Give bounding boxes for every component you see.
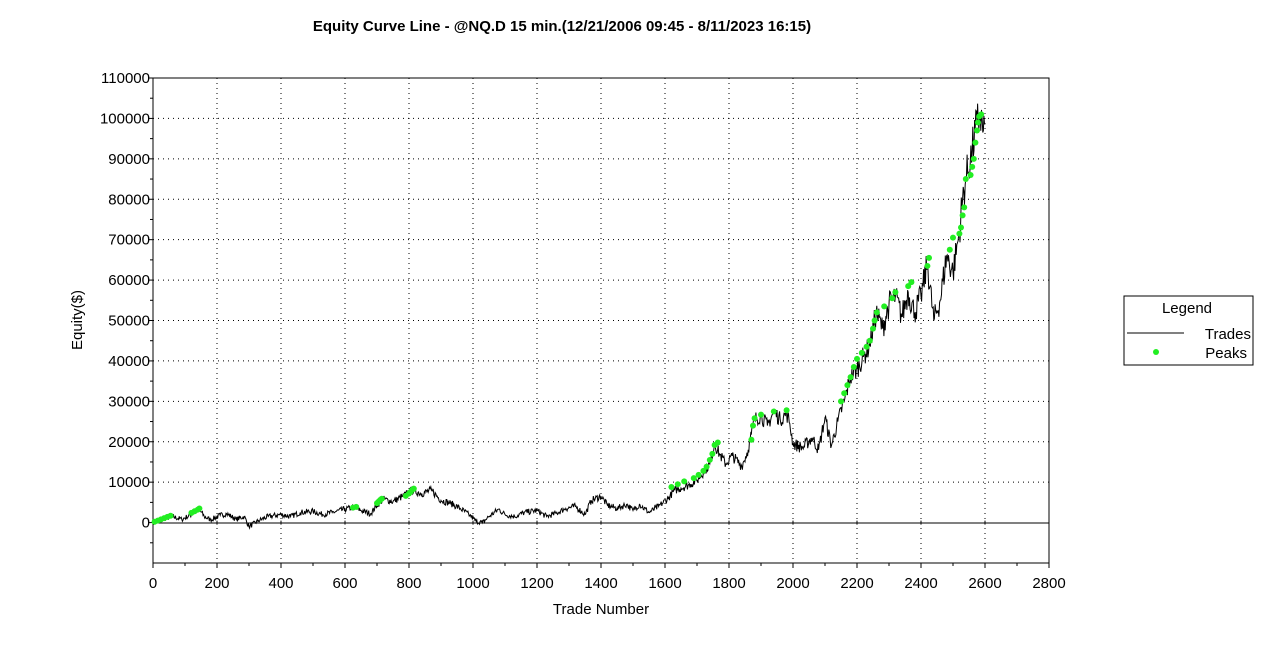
x-tick-label: 1600	[648, 575, 681, 592]
peak-point	[838, 398, 844, 405]
y-tick-label: 40000	[108, 353, 150, 370]
x-tick-label: 800	[396, 575, 421, 592]
peak-point	[353, 503, 360, 510]
peak-point	[956, 230, 963, 237]
x-axis-tick-labels: 0 200 400 600 800 1000 1200 1400 1600 1800 2000 220…	[149, 575, 1066, 592]
x-tick-label: 1000	[456, 575, 489, 592]
y-tick-label: 50000	[108, 313, 150, 330]
peak-point	[751, 415, 758, 422]
peak-point	[700, 467, 707, 474]
axis-ticks	[148, 77, 1050, 568]
peak-point	[844, 382, 851, 389]
peak-point	[709, 450, 716, 457]
peak-point	[946, 246, 953, 253]
y-tick-label: 70000	[108, 232, 150, 249]
x-tick-label: 2000	[776, 575, 809, 592]
peak-point	[958, 224, 964, 231]
y-axis-tick-labels: 0 10000 20000 30000 40000 50000 60000 70000 8000…	[100, 70, 150, 532]
peak-point	[167, 512, 174, 519]
y-tick-label: 30000	[108, 393, 150, 410]
peak-point	[750, 422, 756, 429]
peak-point	[674, 481, 681, 488]
trades-series-line	[152, 103, 986, 530]
legend-peaks-label: Peaks	[1205, 345, 1247, 362]
x-tick-label: 1200	[520, 575, 553, 592]
peak-point	[196, 505, 203, 512]
x-tick-label: 2800	[1032, 575, 1065, 592]
y-tick-label: 60000	[108, 272, 150, 289]
x-tick-label: 2200	[840, 575, 873, 592]
x-tick-label: 1400	[584, 575, 617, 592]
peak-point	[889, 295, 896, 302]
peak-point	[690, 475, 697, 482]
x-tick-label: 400	[268, 575, 293, 592]
x-tick-label: 2400	[904, 575, 937, 592]
y-tick-label: 90000	[108, 151, 150, 168]
peak-point	[841, 390, 848, 397]
peak-point	[950, 234, 956, 241]
y-tick-label: 80000	[108, 191, 150, 208]
x-tick-label: 600	[332, 575, 357, 592]
peaks-series-points	[151, 111, 985, 525]
y-tick-label: 0	[142, 515, 150, 532]
legend-trades-label: Trades	[1205, 326, 1251, 343]
peak-point	[974, 127, 980, 134]
peak-point	[962, 176, 969, 183]
peak-point	[908, 279, 915, 286]
peak-point	[959, 212, 966, 219]
peak-point	[870, 325, 876, 332]
x-tick-label: 200	[204, 575, 229, 592]
peak-point	[967, 172, 974, 178]
peak-point	[695, 471, 702, 478]
legend-peaks-swatch	[1153, 349, 1159, 355]
peak-point	[850, 363, 857, 370]
legend-box	[1123, 295, 1254, 366]
peak-point	[905, 283, 912, 290]
peak-point	[873, 309, 880, 316]
x-tick-label: 1800	[712, 575, 745, 592]
peak-point	[863, 343, 870, 350]
legend-title: Legend	[1162, 300, 1212, 317]
y-axis-label: Equity($)	[69, 290, 86, 350]
y-tick-label: 110000	[101, 70, 150, 87]
peak-point	[881, 303, 888, 310]
x-tick-label: 2600	[968, 575, 1001, 592]
y-tick-label: 100000	[100, 110, 150, 127]
peak-point	[978, 111, 985, 118]
peak-point	[969, 163, 976, 170]
peak-point	[974, 119, 981, 126]
chart-title: Equity Curve Line - @NQ.D 15 min.(12/21/…	[313, 18, 811, 35]
peak-point	[892, 289, 899, 296]
peak-point	[748, 436, 755, 443]
peak-point	[714, 439, 721, 446]
peak-point	[847, 374, 854, 381]
peak-point	[961, 204, 968, 211]
peak-point	[970, 155, 977, 162]
legend: Legend Trades Peaks	[1123, 295, 1254, 366]
peak-point	[706, 456, 713, 463]
grid-lines	[153, 78, 1049, 563]
peak-point	[871, 317, 878, 324]
y-tick-label: 10000	[108, 474, 150, 491]
y-tick-label: 20000	[108, 434, 150, 451]
peak-point	[972, 139, 979, 146]
peak-point	[770, 408, 777, 415]
peak-point	[681, 478, 688, 485]
peak-point	[668, 484, 675, 491]
peak-point	[703, 463, 710, 470]
x-tick-label: 0	[149, 575, 157, 592]
x-axis-label: Trade Number	[553, 601, 649, 618]
peak-point	[924, 262, 931, 269]
peak-point	[926, 254, 932, 261]
peak-point	[858, 349, 865, 356]
peak-point	[866, 337, 873, 344]
peak-point	[378, 495, 385, 502]
peak-point	[854, 355, 860, 362]
peak-point	[783, 407, 790, 414]
peak-point	[758, 411, 764, 418]
peak-point	[410, 485, 417, 492]
